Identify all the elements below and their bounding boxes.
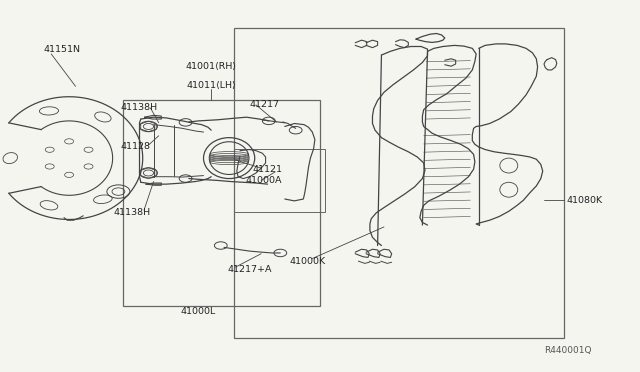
Text: 41138H: 41138H [114,208,151,217]
Text: R440001Q: R440001Q [545,346,592,355]
Text: 41001⟨RH⟩: 41001⟨RH⟩ [186,62,237,71]
Bar [123,100,320,306]
Text: 41138H: 41138H [120,103,157,112]
Text: 41080K: 41080K [566,196,602,205]
Text: 41121: 41121 [253,165,283,174]
Text: 41217+A: 41217+A [227,265,272,274]
Text: 41151N: 41151N [44,45,81,54]
Text: 41000K: 41000K [289,257,325,266]
Bar [234,149,325,212]
Bar [234,28,564,338]
Text: 41011⟨LH⟩: 41011⟨LH⟩ [186,81,236,90]
Text: 41000L: 41000L [180,307,216,316]
Text: 41000A: 41000A [245,176,282,185]
Text: 41217: 41217 [250,100,280,109]
Text: 41128: 41128 [120,142,150,151]
